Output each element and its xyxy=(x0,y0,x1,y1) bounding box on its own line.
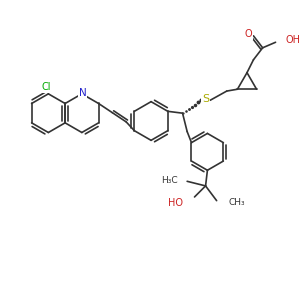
Text: O: O xyxy=(244,29,252,39)
Text: H₃C: H₃C xyxy=(161,176,178,185)
Text: OH: OH xyxy=(286,34,300,44)
Text: S: S xyxy=(202,94,209,104)
Text: CH₃: CH₃ xyxy=(229,198,245,207)
Text: HO: HO xyxy=(168,198,183,208)
Text: Cl: Cl xyxy=(42,82,51,92)
Text: N: N xyxy=(79,88,87,98)
